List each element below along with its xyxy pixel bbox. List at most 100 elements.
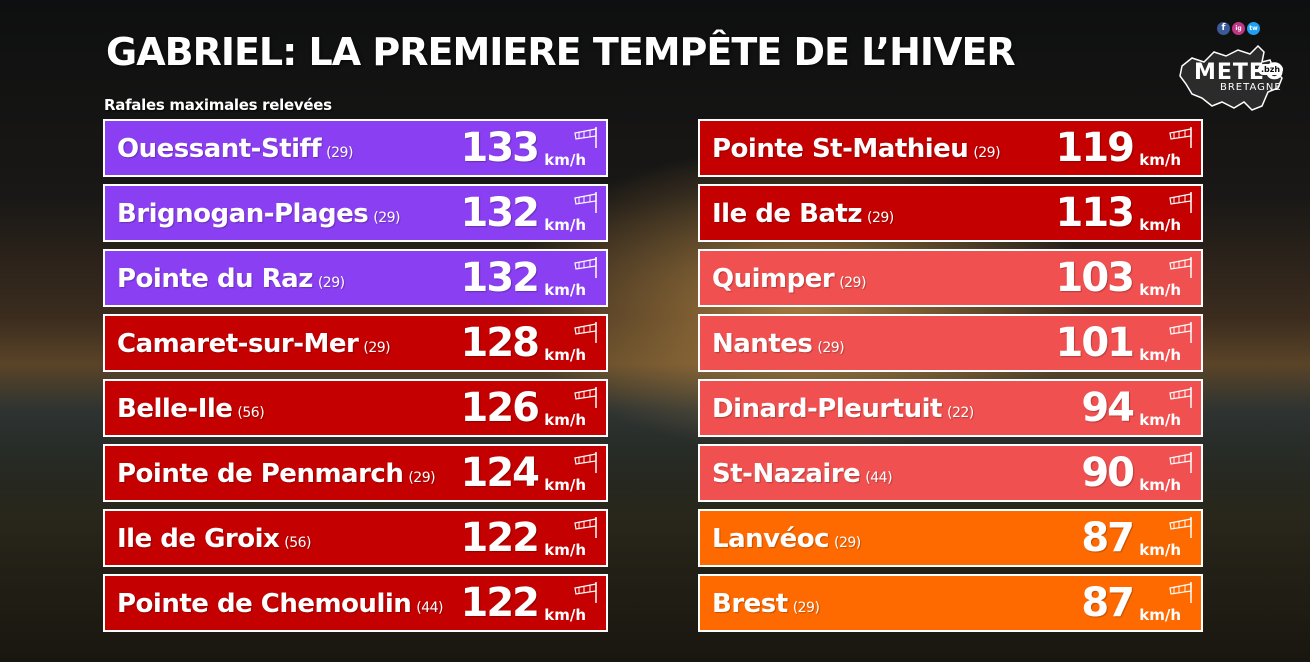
station-row: Quimper (29) 103 km/h	[698, 249, 1203, 307]
gust-value: 124	[460, 450, 540, 496]
gust-value: 113	[1055, 190, 1135, 236]
windsock-icon	[574, 517, 597, 538]
gust-unit: km/h	[1139, 606, 1181, 624]
department-code: (56)	[284, 535, 312, 551]
gust-unit: km/h	[1139, 476, 1181, 494]
gust-value: 128	[460, 320, 540, 366]
logo-sub: BRETAGNE	[1220, 82, 1282, 93]
station-label: Nantes	[712, 329, 813, 359]
department-code: (29)	[317, 275, 345, 291]
station-label: Ouessant-Stiff	[117, 134, 322, 164]
windsock-icon	[574, 322, 597, 343]
gust-unit: km/h	[544, 476, 586, 494]
station-label: Brignogan-Plages	[117, 199, 369, 229]
department-code: (29)	[326, 145, 353, 161]
page-title: GABRIEL: LA PREMIERE TEMPÊTE DE L’HIVER	[106, 30, 1016, 74]
gust-value: 122	[460, 515, 540, 561]
page-subtitle: Rafales maximales relevées	[104, 96, 332, 114]
logo-tag: .bzh	[1258, 64, 1284, 75]
gust-unit: km/h	[544, 541, 586, 559]
department-code: (29)	[839, 275, 866, 291]
windsock-icon	[574, 257, 597, 278]
department-code: (44)	[416, 600, 444, 616]
station-label: Quimper	[712, 264, 835, 294]
station-row: Ouessant-Stiff (29) 133 km/h	[103, 119, 608, 177]
station-name: Pointe de Penmarch (29)	[117, 459, 436, 489]
department-code: (29)	[817, 340, 845, 356]
station-label: Pointe St-Mathieu	[712, 134, 969, 164]
station-name: Pointe du Raz (29)	[117, 264, 345, 294]
station-name: Brignogan-Plages (29)	[117, 199, 400, 229]
windsock-icon	[574, 127, 597, 148]
station-name: Ouessant-Stiff (29)	[117, 134, 353, 164]
gust-unit: km/h	[1139, 541, 1181, 559]
department-code: (29)	[792, 600, 820, 616]
station-label: Pointe du Raz	[117, 264, 313, 294]
station-row: Ile de Groix (56) 122 km/h	[103, 509, 608, 567]
station-name: Nantes (29)	[712, 329, 845, 359]
gust-value: 132	[460, 255, 540, 301]
station-row: Camaret-sur-Mer (29) 128 km/h	[103, 314, 608, 372]
gust-value: 132	[460, 190, 540, 236]
gust-value: 126	[460, 385, 540, 431]
station-row: Ile de Batz (29) 113 km/h	[698, 184, 1203, 242]
department-code: (29)	[973, 145, 1001, 161]
station-row: Pointe du Raz (29) 132 km/h	[103, 249, 608, 307]
gust-unit: km/h	[1139, 151, 1181, 169]
gust-value: 87	[1081, 580, 1135, 626]
instagram-icon[interactable]: ig	[1232, 22, 1245, 35]
gust-value: 101	[1055, 320, 1135, 366]
department-code: (44)	[865, 470, 893, 486]
department-code: (29)	[867, 210, 894, 226]
gust-value: 122	[460, 580, 540, 626]
department-code: (29)	[373, 210, 400, 226]
windsock-icon	[1169, 322, 1192, 343]
facebook-icon[interactable]: f	[1217, 22, 1230, 35]
station-label: Pointe de Penmarch	[117, 459, 404, 489]
station-row: Nantes (29) 101 km/h	[698, 314, 1203, 372]
twitter-icon[interactable]: tw	[1247, 22, 1260, 35]
gust-value: 103	[1055, 255, 1135, 301]
station-name: Belle-Ile (56)	[117, 394, 265, 424]
station-row: Belle-Ile (56) 126 km/h	[103, 379, 608, 437]
station-name: Pointe de Chemoulin (44)	[117, 589, 444, 619]
windsock-icon	[1169, 257, 1192, 278]
station-row: Pointe de Penmarch (29) 124 km/h	[103, 444, 608, 502]
station-row: Brignogan-Plages (29) 132 km/h	[103, 184, 608, 242]
left-column: Ouessant-Stiff (29) 133 km/h Brignogan-Plage…	[103, 119, 608, 639]
station-name: Ile de Batz (29)	[712, 199, 894, 229]
gust-unit: km/h	[544, 151, 586, 169]
gust-unit: km/h	[1139, 411, 1181, 429]
gust-unit: km/h	[1139, 346, 1181, 364]
station-label: Dinard-Pleurtuit	[712, 394, 943, 424]
department-code: (22)	[947, 405, 974, 421]
gust-value: 90	[1081, 450, 1135, 496]
windsock-icon	[574, 452, 597, 473]
windsock-icon	[1169, 452, 1192, 473]
station-label: Ile de Groix	[117, 524, 280, 554]
windsock-icon	[574, 192, 597, 213]
brittany-map-logo	[1179, 44, 1283, 111]
windsock-icon	[574, 387, 597, 408]
gust-unit: km/h	[1139, 216, 1181, 234]
windsock-icon	[1169, 127, 1192, 148]
station-name: Brest (29)	[712, 589, 820, 619]
department-code: (29)	[833, 535, 861, 551]
station-row: Pointe de Chemoulin (44) 122 km/h	[103, 574, 608, 632]
station-name: Ile de Groix (56)	[117, 524, 312, 554]
station-row: Lanvéoc (29) 87 km/h	[698, 509, 1203, 567]
gust-unit: km/h	[544, 411, 586, 429]
gust-unit: km/h	[544, 346, 586, 364]
station-label: Belle-Ile	[117, 394, 233, 424]
station-row: Pointe St-Mathieu (29) 119 km/h	[698, 119, 1203, 177]
social-icons: f ig tw	[1217, 22, 1260, 35]
windsock-icon	[1169, 192, 1192, 213]
station-label: Brest	[712, 589, 788, 619]
gust-value: 133	[460, 125, 540, 171]
station-label: Lanvéoc	[712, 524, 829, 554]
station-label: St-Nazaire	[712, 459, 861, 489]
station-label: Ile de Batz	[712, 199, 863, 229]
station-row: Brest (29) 87 km/h	[698, 574, 1203, 632]
gust-unit: km/h	[544, 216, 586, 234]
gust-value: 87	[1081, 515, 1135, 561]
